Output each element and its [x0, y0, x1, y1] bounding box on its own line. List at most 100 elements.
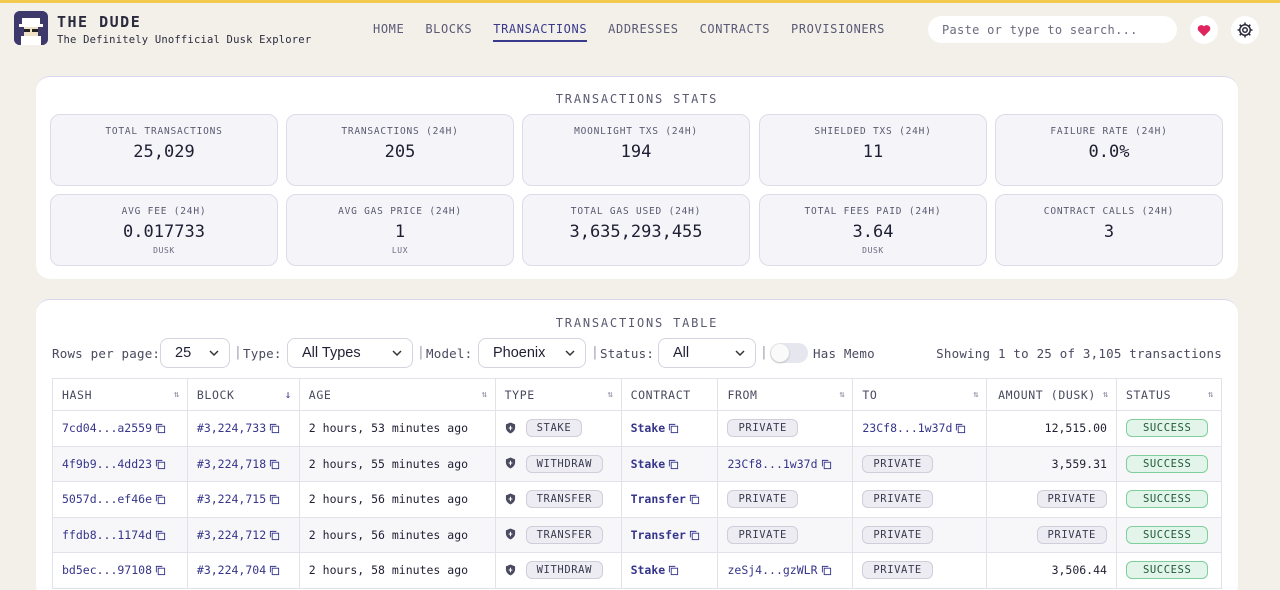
contract-link[interactable]: Transfer: [630, 527, 686, 542]
table-row: 7cd04...a2559 #3,224,733 2 hours, 53 min…: [52, 410, 1223, 447]
stat-value: 3.64: [852, 222, 894, 242]
copy-icon[interactable]: [955, 423, 966, 434]
copy-icon[interactable]: [269, 494, 280, 505]
dude-logo-icon[interactable]: [14, 11, 48, 45]
nav-home[interactable]: HOME: [373, 22, 405, 36]
col-type[interactable]: TYPE ⇅: [494, 378, 622, 411]
copy-icon[interactable]: [668, 459, 679, 470]
type-badge: STAKE: [525, 419, 583, 438]
col-status[interactable]: STATUS ⇅: [1115, 378, 1223, 411]
hash-link[interactable]: 7cd04...a2559: [62, 421, 153, 436]
settings-button[interactable]: [1231, 16, 1259, 44]
amount-cell: 12,515.00: [986, 410, 1117, 447]
chevron-down-icon: [209, 350, 219, 357]
table-title: TRANSACTIONS TABLE: [555, 316, 719, 330]
col-block[interactable]: BLOCK ↓: [186, 378, 300, 411]
type-badge: WITHDRAW: [525, 561, 604, 580]
main-nav: HOME BLOCKS TRANSACTIONS ADDRESSES CONTR…: [373, 22, 906, 42]
age-cell: 2 hours, 56 minutes ago: [298, 516, 496, 553]
model-select[interactable]: Phoenix: [478, 338, 586, 368]
nav-addresses[interactable]: ADDRESSES: [608, 22, 679, 36]
copy-icon[interactable]: [668, 423, 679, 434]
contract-link[interactable]: Stake: [630, 456, 666, 471]
copy-icon[interactable]: [155, 423, 166, 434]
nav-contracts[interactable]: CONTRACTS: [699, 22, 771, 36]
nav-blocks[interactable]: BLOCKS: [425, 22, 473, 36]
rows-per-page-select[interactable]: 25: [160, 338, 230, 368]
amount-cell: 3,559.31: [986, 445, 1117, 482]
contract-link[interactable]: Transfer: [630, 492, 686, 507]
search-input[interactable]: [928, 16, 1177, 43]
nav-provisioners[interactable]: PROVISIONERS: [791, 22, 885, 36]
private-badge: PRIVATE: [727, 525, 798, 544]
status-select[interactable]: All: [658, 338, 756, 368]
hash-link[interactable]: 5057d...ef46e: [62, 492, 153, 507]
block-link[interactable]: #3,224,712: [196, 527, 267, 542]
copy-icon[interactable]: [269, 459, 280, 470]
type-select[interactable]: All Types: [287, 338, 413, 368]
copy-icon[interactable]: [689, 530, 700, 541]
sort-icon: ⇅: [1102, 390, 1109, 400]
copy-icon[interactable]: [155, 459, 166, 470]
copy-icon[interactable]: [821, 459, 832, 470]
separator: |: [591, 345, 599, 360]
table-row: ffdb8...1174d #3,224,712 2 hours, 56 min…: [52, 516, 1223, 553]
table-row: bd5ec...97108 #3,224,704 2 hours, 58 min…: [52, 552, 1223, 589]
stat-value: 205: [384, 142, 416, 162]
hash-link[interactable]: bd5ec...97108: [62, 563, 153, 578]
col-to[interactable]: TO ⇅: [852, 378, 988, 411]
stat-value: 3: [1103, 222, 1115, 242]
separator: |: [234, 345, 242, 360]
private-badge: PRIVATE: [727, 490, 798, 509]
table-header-row: HASH ⇅ BLOCK ↓ AGE ⇅ TYPE ⇅ CONTRACT FROM ⇅ T…: [52, 378, 1223, 411]
stat-unit: DUSK: [862, 246, 884, 255]
copy-icon[interactable]: [155, 494, 166, 505]
from-address-link[interactable]: 23Cf8...1w37d: [727, 456, 818, 471]
stat-value: 0.017733: [123, 222, 205, 242]
copy-icon[interactable]: [821, 565, 832, 576]
sort-desc-icon: ↓: [284, 388, 292, 401]
has-memo-toggle[interactable]: [770, 343, 808, 363]
block-link[interactable]: #3,224,733: [196, 421, 267, 436]
copy-icon[interactable]: [689, 494, 700, 505]
hash-link[interactable]: ffdb8...1174d: [62, 527, 153, 542]
contract-link[interactable]: Stake: [630, 563, 666, 578]
stat-total-transactions: TOTAL TRANSACTIONS 25,029: [50, 114, 278, 186]
sort-icon: ⇅: [607, 390, 614, 400]
copy-icon[interactable]: [155, 530, 166, 541]
hash-link[interactable]: 4f9b9...4dd23: [62, 456, 153, 471]
col-hash[interactable]: HASH ⇅: [52, 378, 188, 411]
copy-icon[interactable]: [155, 565, 166, 576]
shield-icon: [505, 493, 515, 505]
model-label: Model:: [426, 346, 473, 361]
favorite-button[interactable]: [1190, 16, 1218, 44]
copy-icon[interactable]: [668, 565, 679, 576]
private-amount-badge: PRIVATE: [1036, 490, 1107, 509]
nav-transactions[interactable]: TRANSACTIONS: [493, 22, 588, 42]
copy-icon[interactable]: [269, 423, 280, 434]
col-from[interactable]: FROM ⇅: [717, 378, 854, 411]
contract-link[interactable]: Stake: [630, 421, 666, 436]
copy-icon[interactable]: [269, 565, 280, 576]
type-label: Type:: [243, 346, 282, 361]
age-cell: 2 hours, 55 minutes ago: [298, 445, 496, 482]
col-age[interactable]: AGE ⇅: [298, 378, 496, 411]
stat-value: 0.0%: [1088, 142, 1130, 162]
stat-label: TRANSACTIONS (24H): [341, 126, 459, 137]
brand-subtitle: The Definitely Unofficial Dusk Explorer: [57, 34, 312, 46]
table-row: 4f9b9...4dd23 #3,224,718 2 hours, 55 min…: [52, 445, 1223, 482]
showing-count: Showing 1 to 25 of 3,105 transactions: [936, 346, 1222, 361]
to-address-link[interactable]: 23Cf8...1w37d: [862, 421, 953, 436]
block-link[interactable]: #3,224,715: [196, 492, 267, 507]
col-amount[interactable]: AMOUNT (DUSK) ⇅: [986, 378, 1117, 411]
sort-icon: ⇅: [481, 390, 488, 400]
from-address-link[interactable]: zeSj4...gzWLR: [727, 563, 818, 578]
gear-icon: [1237, 22, 1253, 38]
stat-label: MOONLIGHT TXS (24H): [574, 126, 698, 137]
copy-icon[interactable]: [269, 530, 280, 541]
block-link[interactable]: #3,224,704: [196, 563, 267, 578]
col-contract[interactable]: CONTRACT: [620, 378, 719, 411]
transactions-table-panel: TRANSACTIONS TABLE Rows per page: 25 | T…: [36, 299, 1238, 590]
block-link[interactable]: #3,224,718: [196, 456, 267, 471]
stat-unit: LUX: [391, 246, 409, 255]
